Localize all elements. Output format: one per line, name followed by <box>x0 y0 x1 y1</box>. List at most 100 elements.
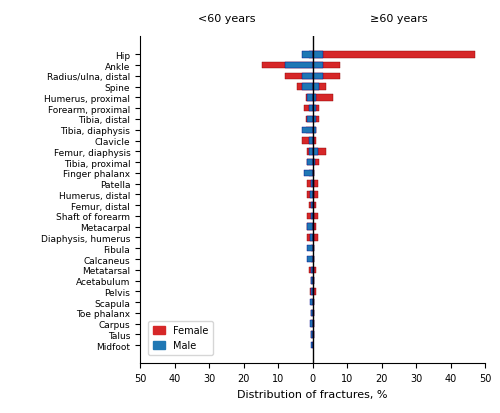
Bar <box>310 320 312 327</box>
Bar <box>312 267 316 273</box>
Bar <box>312 245 314 252</box>
Bar <box>308 213 312 220</box>
Bar <box>308 192 312 198</box>
Bar <box>312 149 326 155</box>
Bar <box>302 74 312 80</box>
Bar <box>312 106 320 112</box>
Bar <box>312 192 314 198</box>
Bar <box>308 159 312 166</box>
Bar <box>312 299 314 306</box>
Bar <box>312 342 313 349</box>
Bar <box>308 245 312 252</box>
Bar <box>312 149 318 155</box>
Bar <box>312 95 333 102</box>
Bar <box>309 138 312 145</box>
Text: <60 years: <60 years <box>198 14 255 24</box>
Bar <box>312 106 316 112</box>
Bar <box>308 116 312 123</box>
Bar <box>312 202 314 209</box>
Bar <box>262 63 312 69</box>
Bar <box>312 235 314 241</box>
Bar <box>304 106 312 112</box>
Bar <box>297 84 312 91</box>
Bar <box>312 116 320 123</box>
Bar <box>312 299 314 306</box>
X-axis label: Distribution of fractures, %: Distribution of fractures, % <box>238 389 388 399</box>
Bar <box>309 149 312 155</box>
Bar <box>310 288 312 295</box>
Bar <box>312 288 314 295</box>
Bar <box>312 127 316 134</box>
Bar <box>310 235 312 241</box>
Bar <box>312 192 318 198</box>
Bar <box>312 278 314 284</box>
Bar <box>306 116 312 123</box>
Bar <box>312 331 314 338</box>
Bar <box>302 138 312 145</box>
Bar <box>302 127 312 134</box>
Bar <box>312 74 323 80</box>
Bar <box>309 106 312 112</box>
Bar <box>308 95 312 102</box>
Bar <box>312 138 314 145</box>
Bar <box>310 192 312 198</box>
Bar <box>311 342 312 349</box>
Bar <box>312 181 318 188</box>
Bar <box>311 245 312 252</box>
Bar <box>312 159 316 166</box>
Bar <box>312 288 316 295</box>
Bar <box>312 245 314 252</box>
Bar <box>311 181 312 188</box>
Bar <box>312 213 318 220</box>
Bar <box>312 63 340 69</box>
Bar <box>306 127 312 134</box>
Bar <box>311 331 312 338</box>
Bar <box>285 74 312 80</box>
Bar <box>304 170 312 177</box>
Bar <box>312 202 316 209</box>
Bar <box>306 95 312 102</box>
Bar <box>308 256 312 263</box>
Bar <box>312 116 316 123</box>
Bar <box>312 310 314 316</box>
Bar <box>312 267 314 273</box>
Bar <box>312 331 314 338</box>
Bar <box>312 170 314 177</box>
Bar <box>309 170 312 177</box>
Bar <box>312 95 316 102</box>
Bar <box>312 138 316 145</box>
Bar <box>312 74 340 80</box>
Bar <box>311 213 312 220</box>
Bar <box>311 288 312 295</box>
Bar <box>309 267 312 273</box>
Bar <box>312 159 320 166</box>
Bar <box>312 235 318 241</box>
Bar <box>311 278 312 284</box>
Bar <box>312 342 313 349</box>
Bar <box>312 52 323 59</box>
Bar <box>312 278 314 284</box>
Bar <box>312 320 314 327</box>
Bar <box>312 52 474 59</box>
Bar <box>312 127 316 134</box>
Bar <box>308 224 312 230</box>
Bar <box>285 63 312 69</box>
Bar <box>311 202 312 209</box>
Bar <box>302 52 312 59</box>
Bar <box>312 213 314 220</box>
Bar <box>312 224 314 230</box>
Bar <box>309 52 312 59</box>
Bar <box>312 63 323 69</box>
Bar <box>308 224 312 230</box>
Bar <box>312 170 314 177</box>
Bar <box>312 256 314 263</box>
Bar <box>312 320 314 327</box>
Bar <box>309 202 312 209</box>
Bar <box>312 224 316 230</box>
Bar <box>311 256 312 263</box>
Bar <box>312 256 314 263</box>
Bar <box>308 181 312 188</box>
Bar <box>308 159 312 166</box>
Bar <box>312 181 314 188</box>
Bar <box>310 299 312 306</box>
